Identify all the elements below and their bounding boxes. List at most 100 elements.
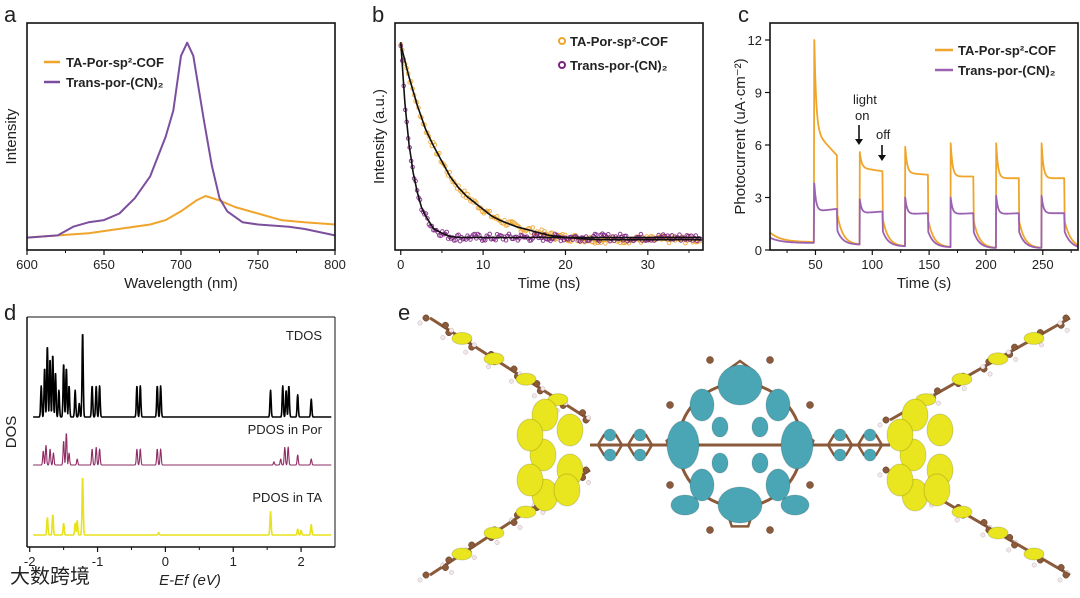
- hydrogen-atom: [508, 378, 514, 384]
- yellow-isosurface: [515, 372, 537, 386]
- dos-line-0: [32, 334, 332, 418]
- y-tick-label: 0: [755, 243, 762, 258]
- data-point: [617, 240, 623, 246]
- data-point: [453, 237, 458, 243]
- x-tick-label: 2: [297, 554, 304, 569]
- yellow-isosurface: [886, 463, 914, 497]
- legend-label: TA-Por-sp²-COF: [958, 43, 1056, 58]
- carbon-atom: [882, 466, 890, 474]
- chart-a-emission-spectra: 600 650 700 750 800 Wavelength (nm) Intensity T…: [3, 22, 346, 292]
- yellow-isosurface: [987, 526, 1009, 540]
- hydrogen-atom: [877, 472, 883, 478]
- watermark: 大数跨境: [10, 565, 90, 588]
- data-point: [638, 231, 644, 237]
- data-point: [444, 229, 450, 235]
- series-line-ta-por-cof: [769, 39, 1079, 249]
- x-tick-label: 0: [162, 554, 169, 569]
- hydrogen-atom: [471, 555, 477, 560]
- cyan-isosurface: [765, 388, 791, 422]
- panel-letter-e: e: [398, 300, 410, 325]
- carbon-atom: [441, 321, 449, 329]
- cyan-isosurface: [717, 364, 763, 406]
- cyan-isosurface: [689, 468, 715, 502]
- hydrogen-atom: [486, 364, 492, 370]
- annotation-off: off: [876, 127, 891, 142]
- hydrogen-atom: [463, 349, 469, 355]
- x-tick-label: 600: [16, 257, 38, 272]
- carbon-atom: [422, 571, 430, 579]
- y-axis-label: DOS: [3, 416, 20, 449]
- carbon-atom: [706, 526, 714, 534]
- cyan-isosurface: [711, 416, 729, 438]
- y-tick-label: 9: [755, 86, 762, 101]
- hydrogen-atom: [1038, 342, 1044, 348]
- x-tick-label: 150: [918, 257, 940, 272]
- carbon-atom: [468, 541, 476, 549]
- x-tick-label: 250: [1032, 257, 1054, 272]
- panel-letter-a: a: [4, 2, 17, 27]
- data-point: [577, 238, 583, 244]
- carbon-atom: [533, 380, 541, 388]
- arrow-head-icon: [855, 139, 863, 145]
- legend-label: TA-Por-sp²-COF: [570, 34, 668, 49]
- carbon-atom: [980, 519, 988, 526]
- cyan-isosurface: [751, 416, 769, 438]
- data-point: [448, 176, 454, 181]
- hydrogen-atom: [1031, 562, 1037, 568]
- carbon-atom: [666, 481, 674, 489]
- panel-letter-c: c: [738, 2, 749, 27]
- y-axis-label: Intensity (a.u.): [371, 89, 388, 184]
- carbon-atom: [806, 481, 814, 489]
- arrow-head-icon: [878, 155, 886, 161]
- hydrogen-atom: [961, 386, 967, 392]
- yellow-isosurface: [516, 463, 544, 497]
- cyan-isosurface: [863, 428, 877, 442]
- carbon-atom: [806, 401, 814, 409]
- x-tick-label: 200: [975, 257, 997, 272]
- carbon-atom: [766, 356, 774, 364]
- carbon-atom: [422, 314, 430, 322]
- series-line-trans-por: [26, 41, 336, 239]
- hydrogen-atom: [586, 480, 592, 485]
- cyan-isosurface: [717, 486, 763, 524]
- x-axis-label: Time (ns): [518, 275, 581, 292]
- x-tick-label: 30: [641, 257, 655, 272]
- carbon-atom: [445, 556, 453, 564]
- carbon-atom: [579, 409, 587, 417]
- carbon-atom: [882, 416, 890, 424]
- dos-line-1: [32, 433, 332, 466]
- carbon-atom: [1011, 541, 1019, 549]
- fit-line: [400, 42, 702, 239]
- cyan-isosurface: [751, 452, 769, 474]
- legend-label: TA-Por-sp²-COF: [66, 55, 164, 70]
- data-point: [472, 231, 478, 237]
- hydrogen-atom: [1064, 327, 1070, 333]
- dos-label: PDOS in TA: [252, 490, 322, 505]
- legend-marker: [558, 37, 566, 45]
- x-tick-label: -2: [24, 554, 36, 569]
- carbon-atom: [1062, 571, 1070, 579]
- series-line-trans-por: [769, 182, 1079, 249]
- hydrogen-atom: [1006, 349, 1012, 355]
- cyan-isosurface: [833, 448, 847, 462]
- carbon-atom: [766, 526, 774, 534]
- x-axis-label: Time (s): [897, 275, 951, 292]
- x-tick-label: -1: [92, 554, 104, 569]
- chart-d-dos: TDOS PDOS in Por PDOS in TA -2 -1 0 1 2 E-Ef (eV…: [3, 316, 336, 589]
- y-axis-label: Intensity: [3, 108, 20, 164]
- fit-line: [400, 44, 702, 241]
- carbon-atom: [510, 519, 518, 526]
- cyan-isosurface: [765, 468, 791, 502]
- annotation-on: on: [855, 108, 869, 123]
- y-tick-label: 6: [755, 138, 762, 153]
- data-point: [456, 232, 461, 238]
- yellow-isosurface: [1023, 331, 1045, 345]
- cyan-isosurface: [711, 452, 729, 474]
- carbon-atom: [441, 564, 449, 571]
- data-point: [487, 208, 493, 214]
- yellow-isosurface: [516, 418, 544, 452]
- data-point: [592, 240, 598, 246]
- yellow-isosurface: [1023, 547, 1045, 561]
- hydrogen-atom: [471, 342, 477, 348]
- data-point: [487, 231, 493, 237]
